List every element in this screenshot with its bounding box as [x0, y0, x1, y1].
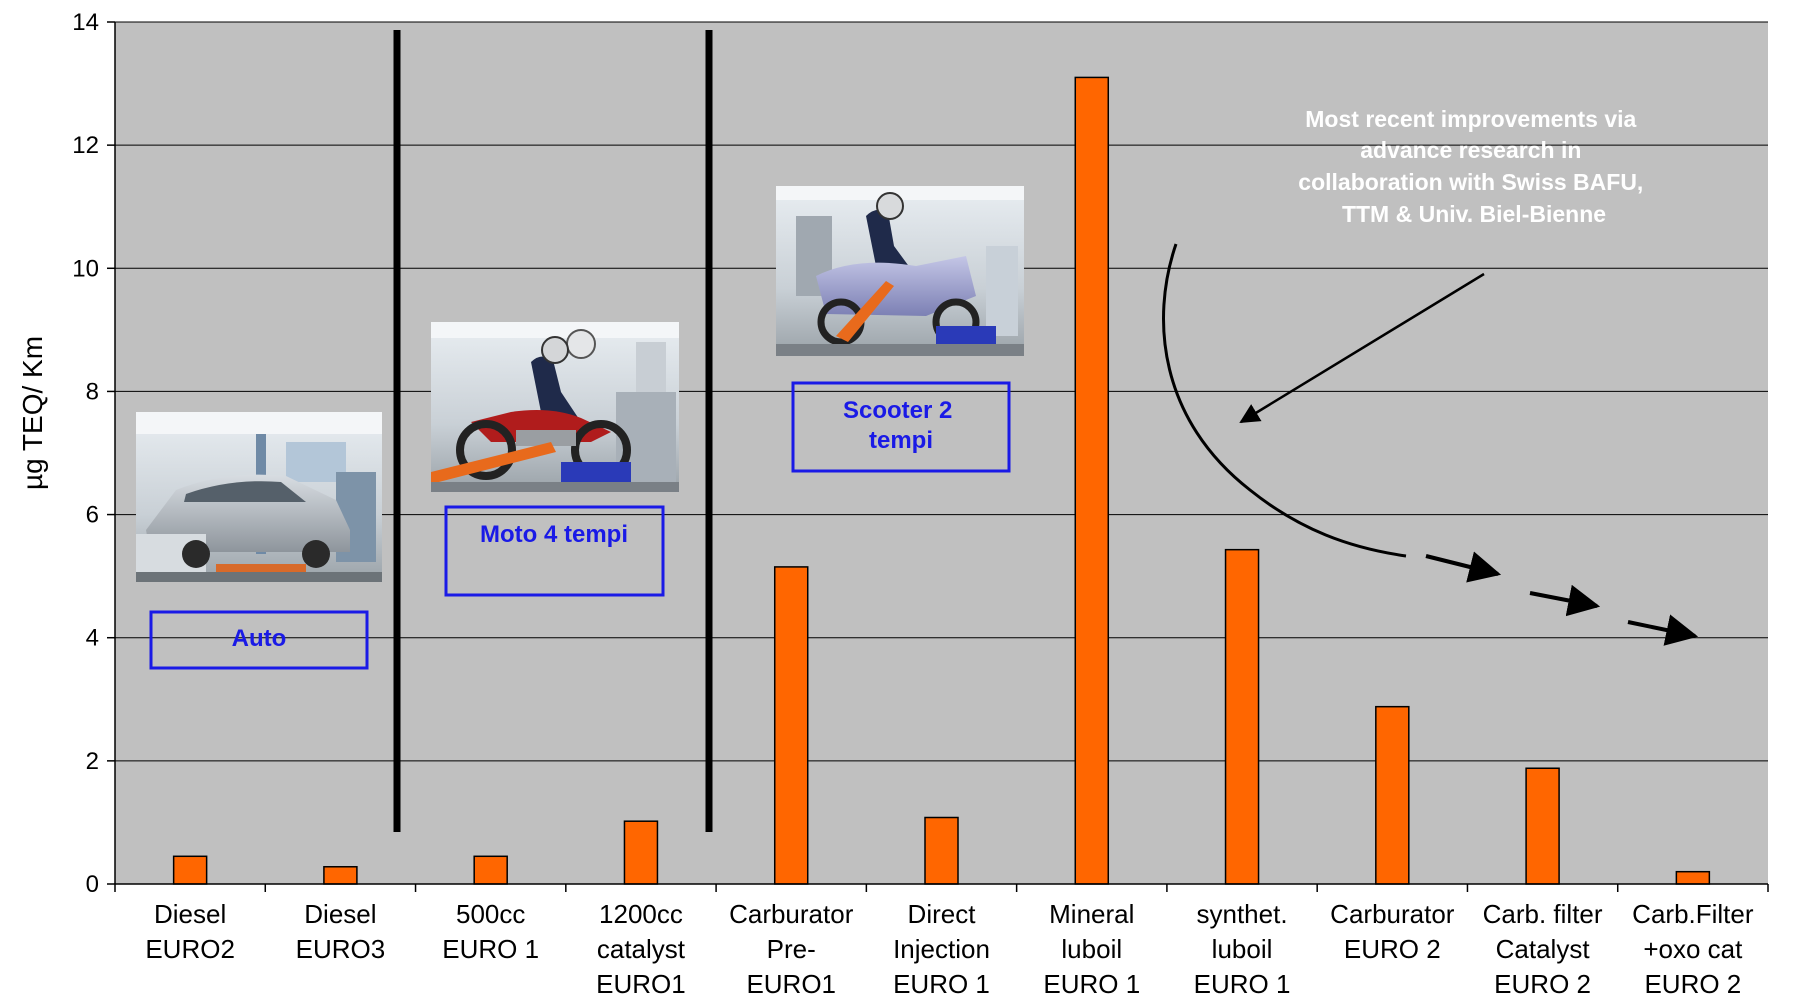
trend-curve — [1162, 243, 1407, 558]
x-category-line: Direct — [908, 899, 977, 929]
x-category-line: 500cc — [456, 899, 525, 929]
grid-lines — [115, 21, 1768, 762]
x-category-label: Direct Injection EURO 1 — [893, 899, 990, 999]
group-label-auto: Auto — [149, 610, 369, 670]
x-category-line: Diesel — [304, 899, 376, 929]
motorcycle-photo — [431, 322, 679, 492]
x-category-label: Carb. filter Catalyst EURO 2 — [1483, 899, 1603, 999]
x-category-label: Mineral luboil EURO 1 — [1043, 899, 1140, 999]
x-category-label: Carb.Filter +oxo cat EURO 2 — [1632, 899, 1754, 999]
plot-area — [115, 22, 1768, 884]
x-category-line: 1200cc — [599, 899, 683, 929]
x-category-label: 500cc EURO 1 — [442, 899, 539, 964]
x-category-line: EURO1 — [746, 969, 836, 999]
bar — [623, 820, 659, 885]
x-category-line: +oxo cat — [1643, 934, 1743, 964]
car-photo — [136, 412, 382, 582]
x-category-line: Carb. filter — [1483, 899, 1603, 929]
x-category-labels: Diesel EURO2 Diesel EURO3 500cc EURO 1 1200cc c… — [145, 899, 1754, 999]
axes — [107, 21, 1769, 892]
group-label-line: Moto 4 tempi — [480, 521, 628, 548]
x-category-line: Diesel — [154, 899, 226, 929]
bar — [1675, 870, 1711, 885]
x-category-line: EURO 1 — [442, 934, 539, 964]
annotation-line: Most recent improvements via — [1305, 106, 1636, 132]
x-category-line: Carburator — [1330, 899, 1455, 929]
x-category-line: luboil — [1212, 934, 1273, 964]
annotation-line: collaboration with Swiss BAFU, — [1298, 169, 1643, 195]
bar — [773, 566, 809, 885]
bar — [172, 855, 208, 885]
x-category-label: Carburator EURO 2 — [1330, 899, 1455, 964]
x-category-line: EURO 2 — [1644, 969, 1741, 999]
y-tick-label: 4 — [86, 625, 99, 652]
x-category-label: Carburator Pre- EURO1 — [729, 899, 854, 999]
y-axis-title: µg TEQ/ Km — [17, 336, 48, 490]
bar — [323, 866, 358, 885]
group-label-line: tempi — [869, 427, 933, 454]
x-category-line: Pre- — [767, 934, 816, 964]
group-label-moto: Moto 4 tempi — [444, 505, 665, 597]
x-category-line: Carburator — [729, 899, 854, 929]
x-category-line: EURO 2 — [1344, 934, 1441, 964]
annotation-line: TTM & Univ. Biel-Bienne — [1342, 201, 1606, 227]
y-tick-label: 2 — [86, 748, 99, 775]
svg-text:Auto: Auto — [232, 625, 287, 652]
x-category-label: Diesel EURO2 — [145, 899, 235, 964]
bar — [924, 816, 959, 885]
trend-arrow-1 — [1425, 551, 1502, 583]
group-label-scooter: Scooter 2 tempi — [791, 381, 1011, 473]
bar — [1375, 705, 1410, 885]
bar — [1525, 767, 1560, 885]
y-tick-label: 8 — [86, 378, 99, 405]
svg-text:Moto 4 tempi: Moto 4 tempi — [480, 521, 628, 548]
annotation-text: Most recent improvements via advance res… — [1298, 106, 1649, 227]
x-category-line: EURO 1 — [1043, 969, 1140, 999]
x-category-line: Mineral — [1049, 899, 1134, 929]
trend-arrow-3 — [1627, 614, 1699, 646]
x-category-line: EURO1 — [596, 969, 686, 999]
y-tick-label: 12 — [72, 132, 99, 159]
group-label-line: Scooter 2 — [843, 397, 952, 424]
y-tick-label: 6 — [86, 502, 99, 529]
bar — [1224, 548, 1260, 885]
y-tick-labels: 0 2 4 6 8 10 12 14 — [72, 9, 99, 898]
x-category-label: synthet. luboil EURO 1 — [1194, 899, 1291, 999]
x-category-line: EURO3 — [296, 934, 386, 964]
x-category-line: EURO2 — [145, 934, 235, 964]
y-tick-label: 14 — [72, 9, 99, 36]
x-category-line: catalyst — [597, 934, 686, 964]
x-category-line: EURO 1 — [1194, 969, 1291, 999]
x-category-line: EURO 1 — [893, 969, 990, 999]
x-category-line: EURO 2 — [1494, 969, 1591, 999]
bar — [1074, 76, 1110, 885]
y-tick-label: 10 — [72, 255, 99, 282]
bar — [473, 855, 508, 885]
x-category-label: Diesel EURO3 — [296, 899, 386, 964]
x-category-line: luboil — [1061, 934, 1122, 964]
annotation-arrow — [1239, 272, 1485, 424]
svg-text:Scooter 2 tempi: Scooter 2 tempi — [843, 397, 959, 454]
annotation-line: advance research in — [1360, 137, 1581, 163]
trend-arrow-2 — [1529, 584, 1601, 617]
y-axis-label: µg TEQ/ Km — [17, 336, 48, 490]
y-tick-label: 0 — [86, 871, 99, 898]
x-category-label: 1200cc catalyst EURO1 — [596, 899, 686, 999]
x-category-line: Carb.Filter — [1632, 899, 1754, 929]
x-category-line: Injection — [893, 934, 990, 964]
x-category-line: synthet. — [1197, 899, 1288, 929]
scooter-photo — [776, 186, 1024, 356]
group-label-line: Auto — [232, 625, 287, 652]
x-category-line: Catalyst — [1496, 934, 1591, 964]
